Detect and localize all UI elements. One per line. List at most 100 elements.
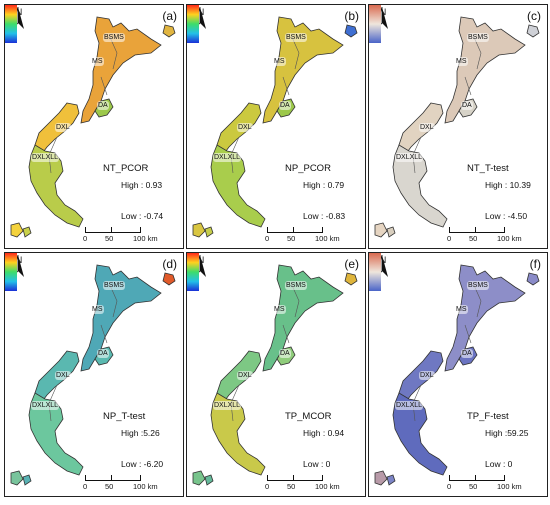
scale-tick-zero: 0 [447, 482, 452, 491]
region-shape [210, 392, 266, 476]
region-shape [192, 222, 206, 238]
region-shape [10, 222, 24, 238]
study-area-map [374, 264, 540, 486]
legend-title: NT_PCOR [103, 163, 149, 174]
region-label-ms: MS [455, 57, 468, 66]
region-label-dxl: DXL [419, 123, 435, 132]
legend-low-value: Low : -0.83 [303, 211, 346, 221]
region-label-dxl: DXL [419, 371, 435, 380]
panel-label: (a) [162, 9, 177, 23]
region-shape [22, 474, 32, 486]
scale-bar: 0 50 100 km [83, 224, 179, 246]
scale-bar: 0 50 100 km [83, 472, 179, 494]
legend-high-value: High : 0.93 [121, 180, 163, 190]
legend-color-bar [187, 5, 199, 43]
region-shape [10, 470, 24, 486]
region-label-da: DA [279, 349, 291, 358]
region-label-dxl: DXL [55, 371, 71, 380]
legend-title: NP_PCOR [285, 163, 331, 174]
legend-title: NT_T-test [467, 163, 509, 174]
scale-tick-hundred: 100 km [497, 234, 522, 243]
scale-tick-zero: 0 [83, 234, 88, 243]
scale-tick-fifty: 50 [287, 482, 296, 491]
region-label-da: DA [279, 101, 291, 110]
legend-high-value: High :5.26 [121, 428, 160, 438]
region-shape [344, 24, 358, 38]
boundary-line [100, 324, 108, 344]
region-shape [28, 144, 84, 228]
region-label-ms: MS [273, 57, 286, 66]
boundary-line [100, 76, 108, 96]
legend-high-value: High : 10.39 [485, 180, 531, 190]
region-label-dxlxll: DXLXLL [395, 153, 424, 162]
legend-title: NP_T-test [103, 411, 146, 422]
legend-color-bar [369, 5, 381, 43]
region-shape [386, 474, 396, 486]
region-label-bsms: BSMS [103, 281, 125, 290]
region-label-ms: MS [455, 305, 468, 314]
region-shape [192, 470, 206, 486]
legend-high-value: High :59.25 [485, 428, 529, 438]
region-label-da: DA [97, 101, 109, 110]
region-shape [526, 24, 540, 38]
panel-label: (f) [529, 257, 541, 271]
region-label-da: DA [97, 349, 109, 358]
legend-title: TP_MCOR [285, 411, 332, 422]
scale-bar: 0 50 100 km [447, 224, 543, 246]
region-label-dxlxll: DXLXLL [31, 153, 60, 162]
region-shape [374, 222, 388, 238]
scale-tick-zero: 0 [265, 234, 270, 243]
region-label-ms: MS [91, 57, 104, 66]
legend-color-bar [187, 253, 199, 291]
panel-label: (d) [162, 257, 177, 271]
boundary-line [282, 76, 290, 96]
boundary-line [282, 324, 290, 344]
legend-low-value: Low : 0 [303, 459, 331, 469]
scale-tick-fifty: 50 [469, 482, 478, 491]
region-label-bsms: BSMS [103, 33, 125, 42]
region-label-da: DA [461, 101, 473, 110]
region-shape [162, 272, 176, 286]
scale-tick-zero: 0 [265, 482, 270, 491]
region-shape [162, 24, 176, 38]
region-shape [344, 272, 358, 286]
scale-bar: 0 50 100 km [265, 224, 361, 246]
scale-tick-zero: 0 [447, 234, 452, 243]
region-label-dxl: DXL [55, 123, 71, 132]
panel-label: (b) [344, 9, 359, 23]
region-label-dxlxll: DXLXLL [395, 401, 424, 410]
region-label-ms: MS [273, 305, 286, 314]
legend-low-value: Low : -4.50 [485, 211, 528, 221]
region-shape [22, 226, 32, 238]
region-shape [204, 474, 214, 486]
boundary-line [464, 76, 472, 96]
region-shape [374, 470, 388, 486]
legend-low-value: Low : -6.20 [121, 459, 164, 469]
region-label-bsms: BSMS [285, 33, 307, 42]
region-label-dxl: DXL [237, 371, 253, 380]
scale-tick-hundred: 100 km [315, 234, 340, 243]
panel-label: (c) [527, 9, 541, 23]
boundary-line [464, 324, 472, 344]
scale-bar: 0 50 100 km [447, 472, 543, 494]
legend-title: TP_F-test [467, 411, 509, 422]
legend-low-value: Low : -0.74 [121, 211, 164, 221]
region-shape [28, 392, 84, 476]
region-shape [392, 392, 448, 476]
region-label-dxl: DXL [237, 123, 253, 132]
region-label-dxlxll: DXLXLL [31, 401, 60, 410]
scale-tick-hundred: 100 km [315, 482, 340, 491]
scale-tick-fifty: 50 [105, 482, 114, 491]
region-shape [210, 144, 266, 228]
region-shape [386, 226, 396, 238]
region-shape [204, 226, 214, 238]
legend-color-bar [5, 5, 17, 43]
legend-low-value: Low : 0 [485, 459, 513, 469]
legend-color-bar [369, 253, 381, 291]
